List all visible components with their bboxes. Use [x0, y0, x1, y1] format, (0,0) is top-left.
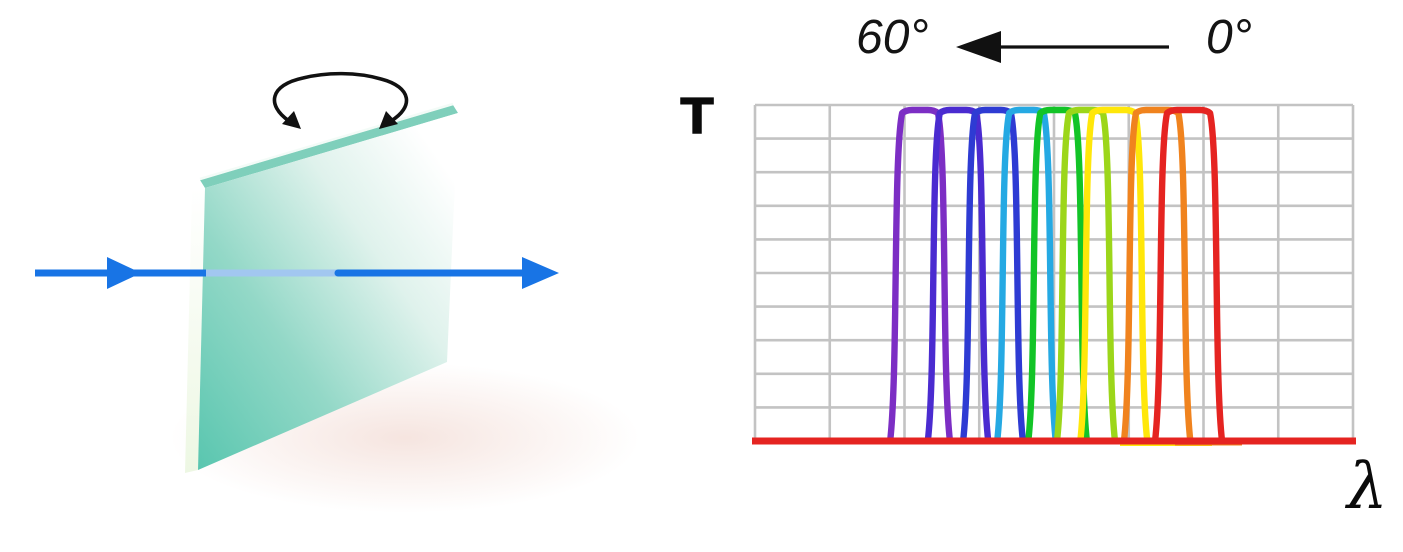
rotation-arrowhead-right-icon [379, 111, 398, 129]
plate-top-highlight [199, 102, 454, 181]
plate-top-edge [200, 105, 458, 188]
tilt-arrow-head-icon [956, 31, 1001, 63]
beam-end-arrowhead-icon [522, 257, 559, 289]
tilt-max-label: 60° [856, 11, 929, 64]
curve-passband-cyan [993, 106, 1059, 445]
tilting-filter-illustration [35, 71, 640, 513]
chart-curves [752, 106, 1356, 446]
curve-passband-yellow [1077, 106, 1151, 445]
y-axis-label: T [680, 88, 715, 146]
curve-passband-lime [1053, 106, 1119, 445]
plate-left-edge [185, 188, 205, 473]
curve-passband-blue [959, 106, 1027, 445]
curve-passband-indigo [924, 106, 992, 445]
curve-passband-red [1151, 106, 1226, 445]
rotation-arrowhead-left-icon [282, 111, 301, 129]
rotation-arc-icon [272, 71, 409, 123]
tilt-direction-arrow [956, 31, 1169, 63]
transmission-chart [752, 31, 1356, 446]
tilt-min-label: 0° [1206, 11, 1252, 64]
curve-passband-green [1025, 106, 1091, 445]
beam-mid-arrowhead-icon [107, 257, 141, 289]
plate-face [198, 113, 458, 470]
curve-passband-orange [1120, 106, 1194, 445]
x-axis-label: λ [1347, 450, 1388, 524]
curve-passband-violet [886, 106, 954, 445]
